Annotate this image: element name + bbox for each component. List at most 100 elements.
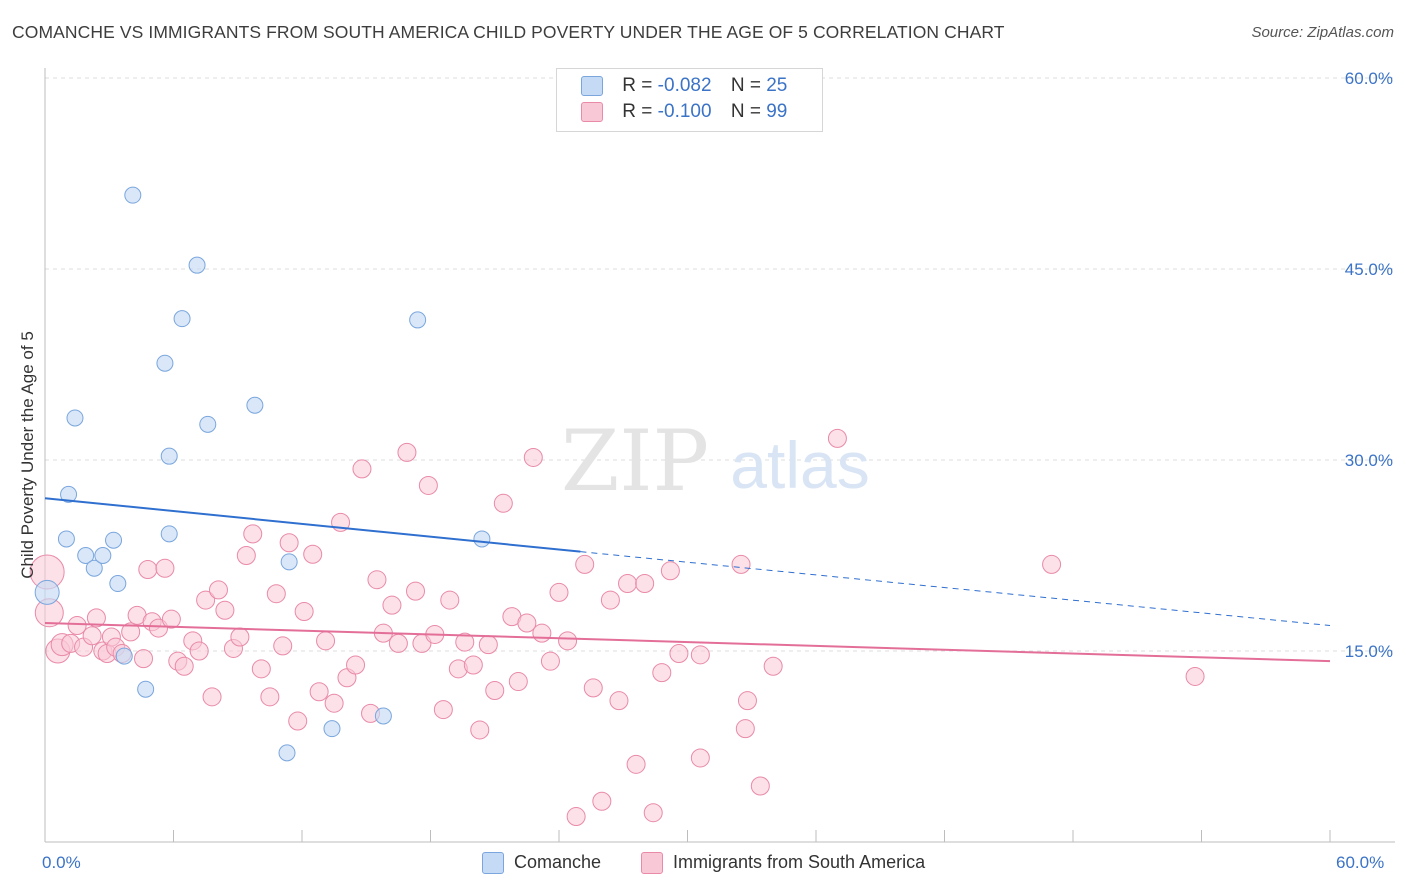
y-axis-label: Child Poverty Under the Age of 5 [18,331,37,579]
immigrants-point [609,691,629,711]
comanche-trend-extension [580,551,1331,627]
immigrants-point [236,546,256,565]
immigrants-point [266,584,286,604]
immigrants-point [592,791,612,811]
comanche-point [60,485,78,503]
immigrants-point [279,533,299,553]
comanche-point [105,531,123,549]
immigrants-point [485,680,505,700]
x-tick-label: 60.0% [1336,853,1385,872]
immigrants-point [251,659,271,679]
comanche-point [280,553,298,571]
legend-r-label: R = [622,101,653,122]
immigrants-point [215,600,235,620]
immigrants-point [532,623,552,643]
comanche-point [115,647,133,665]
immigrants-point [626,754,646,774]
immigrants-point [517,613,537,633]
comanche-point [323,720,341,738]
watermark-atlas: atlas [730,428,869,502]
immigrants-point [455,632,475,652]
comanche-point [188,256,206,274]
immigrants-point [440,590,460,610]
watermark-zip: ZIP [561,412,709,510]
comanche-point [156,354,174,372]
comanche-point [57,530,75,548]
immigrants-point [690,748,710,768]
immigrants-point [575,554,595,574]
immigrants-point [690,645,710,665]
legend-row-comanche: R = -0.082 N = 25 [581,75,787,99]
comanche-point [137,680,155,698]
comanche-swatch [482,852,504,875]
comanche-point [109,575,127,593]
legend-row-immigrants: R = -0.100 N = 99 [581,101,787,125]
immigrants-point [382,595,402,615]
immigrants-point [288,711,308,731]
immigrants-point [508,672,528,692]
comanche-point [124,186,142,204]
legend-n-label: N = [730,75,761,96]
immigrants-point [189,641,209,661]
legend-r-label: R = [622,75,653,96]
immigrants-point [523,447,543,467]
immigrants-point [86,608,106,628]
chart-title: COMANCHE VS IMMIGRANTS FROM SOUTH AMERIC… [12,22,1005,42]
immigrants-point [618,574,638,594]
immigrants-point [121,622,141,642]
immigrants-point [558,631,578,651]
y-tick-label: 15.0% [1345,642,1393,661]
comanche-point [94,547,112,564]
immigrants-point [303,544,323,564]
immigrants-point [155,558,175,578]
immigrants-point [294,602,314,622]
immigrants-point [669,644,689,664]
comanche-point [160,447,178,465]
comanche-point [85,559,103,577]
immigrants-point [208,580,228,600]
legend-r-value: -0.100 [657,101,712,122]
immigrants-point [324,693,344,713]
immigrants-point [82,626,102,646]
immigrants-point [67,616,87,636]
immigrants-point [1042,554,1062,574]
immigrants-point [174,656,194,676]
immigrants-point [827,428,847,448]
immigrants-point [397,442,417,462]
immigrants-point [549,582,569,602]
immigrants-point [388,633,408,653]
comanche-point [77,547,95,564]
immigrants-point [433,700,453,720]
comanche-point [173,310,191,328]
immigrants-point [652,663,672,683]
immigrants-point [737,691,757,711]
immigrants-point [750,776,770,796]
immigrants-point [367,570,387,590]
immigrants-point [493,493,513,513]
comanche-swatch [581,75,603,96]
bottom-legend-comanche: Comanche [482,852,601,875]
immigrants-point [566,807,586,827]
immigrants-point [202,687,222,707]
immigrants-point [731,554,751,574]
immigrants-point [243,524,263,544]
comanche-point [34,579,60,605]
immigrants-point [635,574,655,594]
immigrants-trend-line [44,621,1331,663]
immigrants-point [583,678,603,698]
immigrants-point [138,560,158,580]
legend-n-label: N = [730,101,761,122]
immigrants-point [230,627,250,647]
immigrants-point [316,631,336,651]
legend-n-value: 99 [766,101,788,122]
immigrants-point [196,590,216,610]
immigrants-point [352,459,372,479]
immigrants-point [540,651,560,671]
immigrants-point [346,655,366,675]
immigrants-point [418,475,438,495]
legend-r-value: -0.082 [657,75,712,96]
comanche-point [409,311,427,329]
immigrants-point [660,561,680,581]
immigrants-point [600,590,620,610]
